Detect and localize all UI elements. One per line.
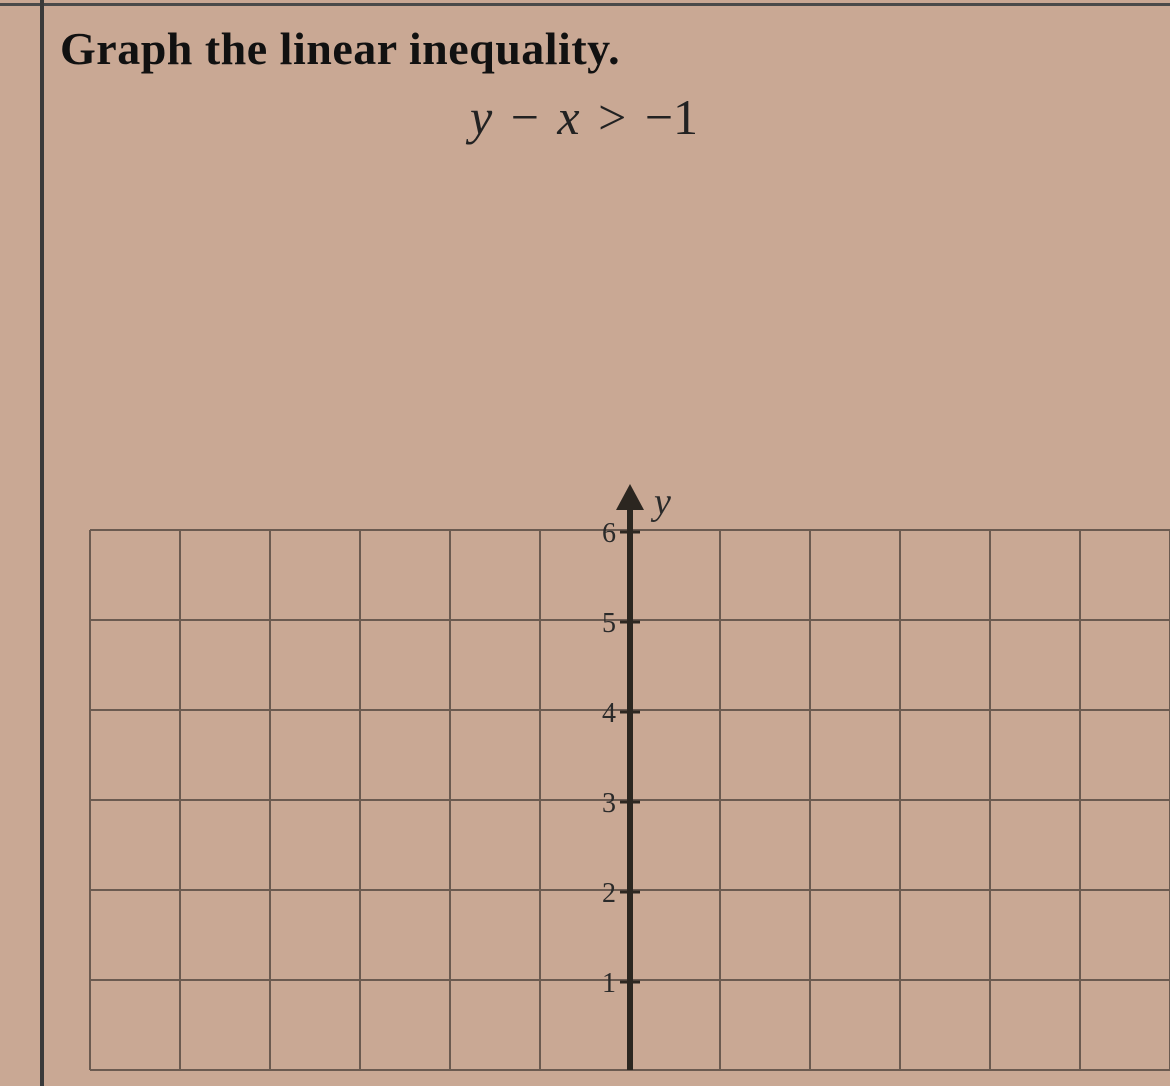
svg-text:6: 6 [602,518,616,549]
svg-text:4: 4 [602,698,616,729]
svg-text:y: y [650,481,671,523]
greater-than-sign: > [592,89,632,145]
top-rule [0,3,1170,6]
instruction-heading: Graph the linear inequality. [60,22,620,75]
grid-svg: y 6 5 4 3 2 1 [80,480,1170,1086]
var-x: x [557,89,579,145]
coordinate-grid: y 6 5 4 3 2 1 [80,480,1170,1086]
rhs-value: −1 [645,89,698,145]
minus-sign: − [505,89,545,145]
left-margin-rule [40,0,44,1086]
svg-text:2: 2 [602,878,616,909]
svg-text:3: 3 [602,788,616,819]
worksheet-page: Graph the linear inequality. y − x > −1 … [0,0,1170,1086]
svg-text:5: 5 [602,608,616,639]
var-y: y [470,89,492,145]
svg-text:1: 1 [602,968,616,999]
inequality-expression: y − x > −1 [470,88,698,146]
